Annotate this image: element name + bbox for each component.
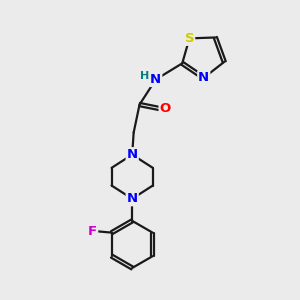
Text: F: F — [88, 225, 97, 238]
Text: H: H — [140, 71, 149, 81]
Text: N: N — [198, 71, 209, 84]
Text: N: N — [127, 148, 138, 161]
Text: S: S — [184, 32, 194, 45]
Text: N: N — [150, 73, 161, 86]
Text: N: N — [127, 192, 138, 205]
Text: O: O — [160, 103, 171, 116]
